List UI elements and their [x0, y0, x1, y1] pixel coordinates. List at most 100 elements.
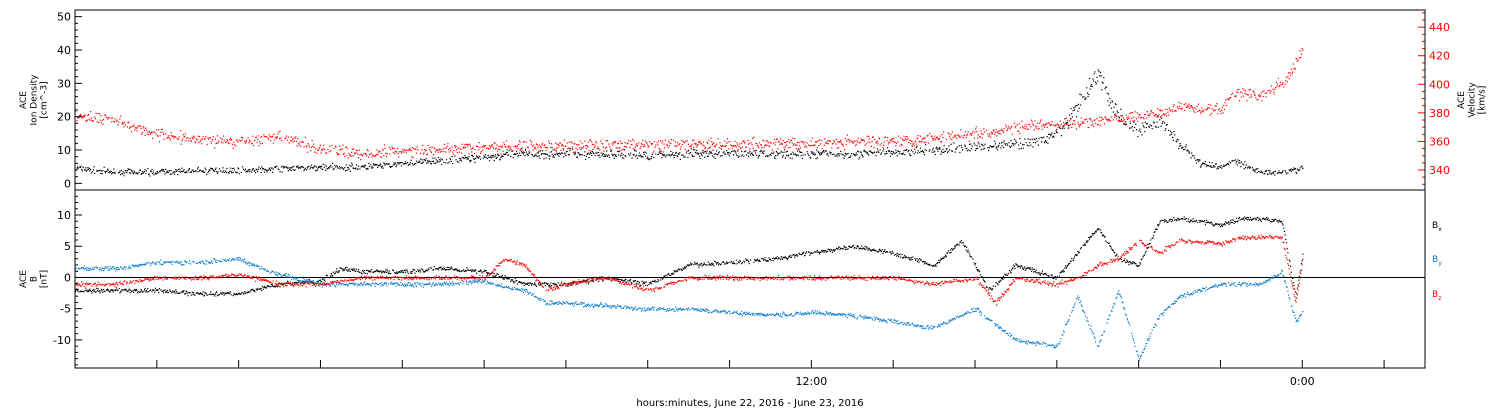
velocity-point [1157, 116, 1159, 118]
velocity-point [1018, 130, 1020, 132]
velocity-point [1008, 127, 1010, 129]
bx-point [241, 291, 243, 293]
bx-point [135, 290, 137, 292]
bx-point [103, 288, 105, 291]
velocity-point [776, 138, 778, 140]
ion-density-point [1288, 169, 1290, 171]
ion-density-point [825, 150, 827, 152]
velocity-point [557, 144, 559, 146]
ion-density-point [516, 152, 518, 154]
bx-point [912, 256, 914, 258]
ion-density-point [101, 173, 103, 175]
velocity-point [889, 142, 891, 144]
velocity-point [1118, 119, 1121, 121]
velocity-point [249, 141, 251, 143]
bx-point [1121, 261, 1123, 263]
velocity-point [1052, 124, 1054, 126]
velocity-point [1225, 104, 1228, 106]
ion-density-point [540, 149, 542, 152]
bx-point [1004, 273, 1006, 275]
velocity-point [1096, 118, 1098, 120]
ion-density-point [318, 165, 320, 168]
velocity-point [1253, 93, 1256, 95]
bx-point [222, 291, 224, 294]
bx-point [1247, 217, 1249, 219]
bx-point [1161, 219, 1163, 221]
ion-density-point [434, 157, 436, 159]
bx-point [664, 275, 666, 278]
ion-density-point [109, 170, 111, 172]
bx-point [959, 241, 961, 243]
bx-point [139, 291, 141, 293]
velocity-point [268, 134, 270, 136]
bx-point [1084, 243, 1086, 245]
bx-point [415, 270, 418, 273]
ion-density-point [1160, 125, 1162, 127]
ion-density-point [992, 146, 994, 148]
ion-density-point [1238, 162, 1240, 164]
velocity-point [195, 138, 197, 140]
ion-density-point [1215, 163, 1217, 165]
velocity-point [354, 153, 356, 155]
ion-density-point [748, 155, 750, 157]
ion-density-point [451, 156, 453, 158]
velocity-point [1165, 115, 1168, 117]
bx-point [488, 272, 490, 274]
bx-point [1207, 221, 1209, 223]
velocity-point [679, 143, 681, 145]
bx-point [229, 292, 231, 294]
bx-point [1258, 218, 1260, 220]
velocity-point [829, 140, 831, 142]
velocity-point [334, 145, 336, 147]
velocity-point [310, 150, 312, 152]
velocity-point [536, 144, 538, 146]
velocity-point [1042, 123, 1044, 125]
bx-point [1104, 236, 1106, 238]
bx-point [1117, 255, 1119, 257]
ion-density-point [286, 166, 288, 169]
by-point [112, 266, 114, 268]
velocity-point [133, 124, 135, 126]
ion-density-point [238, 173, 240, 175]
bx-point [218, 293, 221, 295]
ion-density-point [128, 169, 130, 171]
ion-density-point [585, 155, 587, 158]
velocity-point [287, 136, 289, 138]
velocity-point [857, 138, 859, 140]
bx-point [324, 277, 326, 279]
velocity-point [850, 140, 853, 142]
bx-point [75, 290, 77, 292]
velocity-point [548, 142, 551, 144]
ion-density-point [844, 152, 846, 154]
velocity-point [302, 141, 304, 143]
velocity-point [1262, 90, 1264, 93]
bx-point [1206, 221, 1208, 224]
velocity-point [1244, 92, 1246, 95]
bx-point [735, 259, 737, 261]
velocity-point [290, 136, 292, 138]
axis-label-line: [cm^-3] [40, 81, 50, 118]
velocity-point [696, 144, 698, 146]
velocity-point [175, 136, 177, 138]
velocity-point [560, 149, 562, 152]
velocity-point [466, 143, 468, 145]
ion-density-point [1282, 170, 1284, 172]
velocity-point [1127, 116, 1129, 118]
ion-density-point [175, 170, 178, 173]
velocity-point [572, 146, 574, 148]
velocity-point [577, 144, 579, 146]
velocity-point [107, 118, 109, 120]
bx-point [1125, 261, 1127, 263]
ion-density-point [537, 156, 539, 158]
ion-density-point [336, 166, 338, 168]
bx-point [940, 258, 942, 260]
velocity-point [299, 141, 301, 143]
velocity-point [1248, 89, 1250, 91]
velocity-point [312, 145, 314, 147]
bx-point [772, 260, 774, 262]
bx-point [811, 252, 813, 255]
velocity-point [160, 131, 162, 133]
velocity-point [501, 145, 503, 147]
bx-point [378, 271, 380, 273]
bx-point [903, 256, 905, 258]
